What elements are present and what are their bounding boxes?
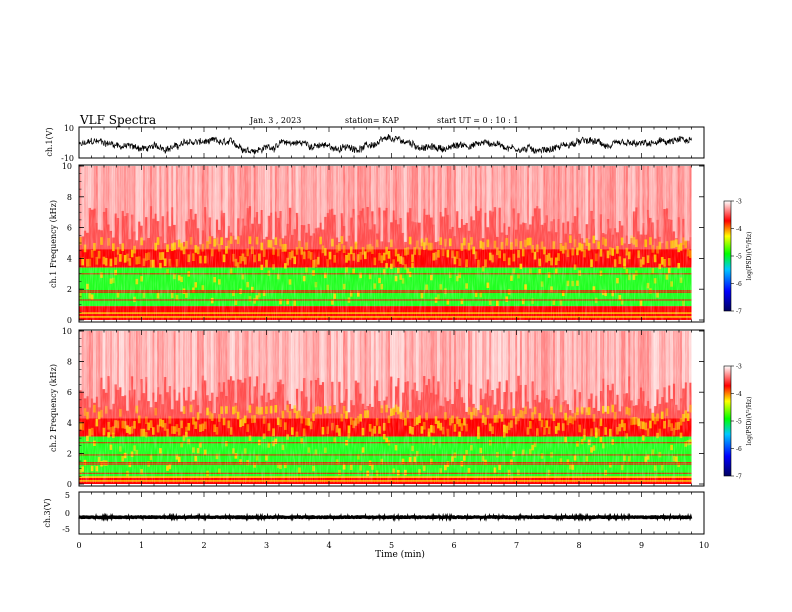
figure-title: VLF Spectra xyxy=(79,113,156,127)
station-label: station= KAP xyxy=(345,116,400,125)
ch2-spectrogram-panel: 0 2 4 6 8 10 ch.2 Frequency (kHz) xyxy=(49,327,705,489)
ch1-ylabel: ch.1(V) xyxy=(45,127,54,156)
spec-ytick-label: 8 xyxy=(67,358,72,367)
spec-ytick-label: 6 xyxy=(67,224,72,233)
spec-ytick-label: 4 xyxy=(67,254,72,263)
time-axis-label: Time (min) xyxy=(375,549,425,560)
spec-ytick-label: 0 xyxy=(67,480,72,489)
ch1-ytick-top: 10 xyxy=(64,124,74,133)
time-tick-label: 9 xyxy=(639,541,644,550)
ch1-spectrogram-yticks: 0 2 4 6 8 10 xyxy=(62,162,704,325)
time-tick-label: 3 xyxy=(264,541,269,550)
ch2-spectrogram-yticks: 0 2 4 6 8 10 xyxy=(62,327,704,489)
colorbar-ch1-label: log(PSD)(V²/Hz) xyxy=(746,232,753,281)
colorbar-ch2-ticks: -3 -4 -5 -6 -7 xyxy=(731,364,742,481)
time-tick-label: 0 xyxy=(76,541,81,550)
time-tick-label: 6 xyxy=(451,541,456,550)
spec-ytick-label: 2 xyxy=(67,285,72,294)
time-axis-ticks xyxy=(78,127,705,534)
spec-ytick-label: 6 xyxy=(67,388,72,397)
colorbar-tick-label: -3 xyxy=(736,199,742,206)
spec-ytick-label: 10 xyxy=(62,327,72,336)
ch3-waveform-frame xyxy=(78,491,705,535)
ch1-waveform-line xyxy=(78,133,692,155)
ch2-spectrogram-ylabel: ch.2 Frequency (kHz) xyxy=(49,364,58,452)
colorbar-ch1-ticks: -3 -4 -5 -6 -7 xyxy=(731,199,742,316)
ch1-ytick-bottom: -10 xyxy=(61,154,74,163)
colorbar-ch1: -3 -4 -5 -6 -7 log(PSD)(V²/Hz) xyxy=(723,199,753,316)
ch1-spectrogram-panel: 0 2 4 6 8 10 ch.1 Frequency (kHz) xyxy=(49,162,705,325)
colorbar-ch1-gradient xyxy=(723,200,732,312)
colorbar-tick-label: -5 xyxy=(736,254,742,261)
colorbar-tick-label: -3 xyxy=(736,364,742,371)
colorbar-tick-label: -6 xyxy=(736,281,742,288)
colorbar-ch2-gradient xyxy=(723,365,732,477)
spec-ytick-label: 4 xyxy=(67,419,72,428)
time-tick-label: 2 xyxy=(201,541,206,550)
spec-ytick-label: 2 xyxy=(67,449,72,458)
time-tick-label: 5 xyxy=(389,541,394,550)
time-tick-label: 7 xyxy=(514,541,519,550)
colorbar-tick-label: -4 xyxy=(736,391,742,398)
colorbar-tick-label: -6 xyxy=(736,446,742,453)
colorbar-ch2-label: log(PSD)(V²/Hz) xyxy=(746,397,753,446)
colorbar-ch2: -3 -4 -5 -6 -7 log(PSD)(V²/Hz) xyxy=(723,364,753,481)
colorbar-tick-label: -7 xyxy=(736,474,742,481)
date-label: Jan. 3 , 2023 xyxy=(249,116,301,125)
ch3-ytick-top: 5 xyxy=(65,491,70,500)
spec-ytick-label: 10 xyxy=(62,162,72,171)
time-tick-label: 10 xyxy=(699,541,709,550)
colorbar-tick-label: -7 xyxy=(736,309,742,316)
time-tick-label: 8 xyxy=(576,541,581,550)
time-tick-label: 4 xyxy=(326,541,331,550)
spec-ytick-label: 8 xyxy=(67,193,72,202)
time-axis-labels: 0 1 2 3 4 5 6 7 8 9 10 xyxy=(76,541,709,550)
colorbar-tick-label: -5 xyxy=(736,419,742,426)
ch3-waveform-line xyxy=(78,512,693,522)
spec-ytick-label: 0 xyxy=(67,316,72,325)
ch1-waveform-panel: 10 -10 ch.1(V) xyxy=(45,124,705,163)
ch3-waveform-panel: 5 0 -5 ch.3(V) xyxy=(43,491,705,535)
ch3-ytick-bottom: -5 xyxy=(62,525,70,534)
start-ut-label: start UT = 0 : 10 : 1 xyxy=(437,116,518,125)
ch3-ylabel: ch.3(V) xyxy=(43,498,52,527)
time-tick-label: 1 xyxy=(139,541,144,550)
colorbar-tick-label: -4 xyxy=(736,226,742,233)
ch1-spectrogram-ylabel: ch.1 Frequency (kHz) xyxy=(49,200,58,288)
ch3-ytick-mid: 0 xyxy=(65,509,70,518)
